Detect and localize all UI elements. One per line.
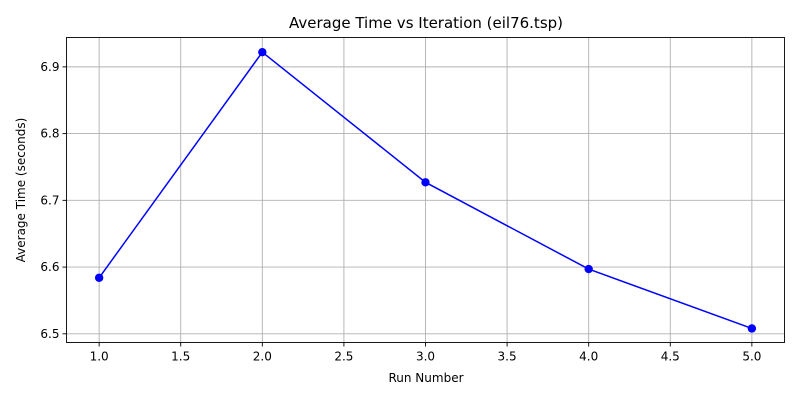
x-tick-label: 4.5 [661,350,680,364]
x-tick-label: 2.0 [253,350,272,364]
data-point [94,273,104,282]
x-tick-label: 3.5 [498,350,517,364]
axis-ticks: 1.0 1.5 2.0 2.5 3.0 3.5 4.0 4.5 5.0 6.5 6.6 6.7 6.8 6… [40,60,761,364]
x-tick-label: 4.0 [579,350,598,364]
data-point [584,264,593,274]
grid [66,37,785,343]
y-axis-label: Average Time (seconds) [14,118,28,263]
x-tick-label: 2.5 [334,350,353,364]
data-point [421,178,430,187]
x-tick-label: 1.0 [90,350,109,364]
chart-title: Average Time vs Iteration (eil76.tsp) [289,14,563,32]
y-tick-label: 6.9 [40,60,59,74]
y-tick-label: 6.8 [40,127,59,141]
y-tick-label: 6.5 [40,327,59,341]
x-tick-label: 3.0 [416,350,435,364]
series-layer [94,47,757,333]
x-tick-label: 5.0 [742,350,761,364]
x-axis-label: Run Number [388,371,463,385]
y-tick-label: 6.7 [40,193,59,207]
data-point [258,47,267,57]
x-tick-label: 1.5 [171,350,190,364]
data-point [747,324,757,333]
y-tick-label: 6.6 [40,260,59,274]
